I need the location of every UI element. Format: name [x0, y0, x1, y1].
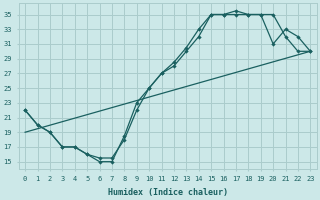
X-axis label: Humidex (Indice chaleur): Humidex (Indice chaleur) [108, 188, 228, 197]
